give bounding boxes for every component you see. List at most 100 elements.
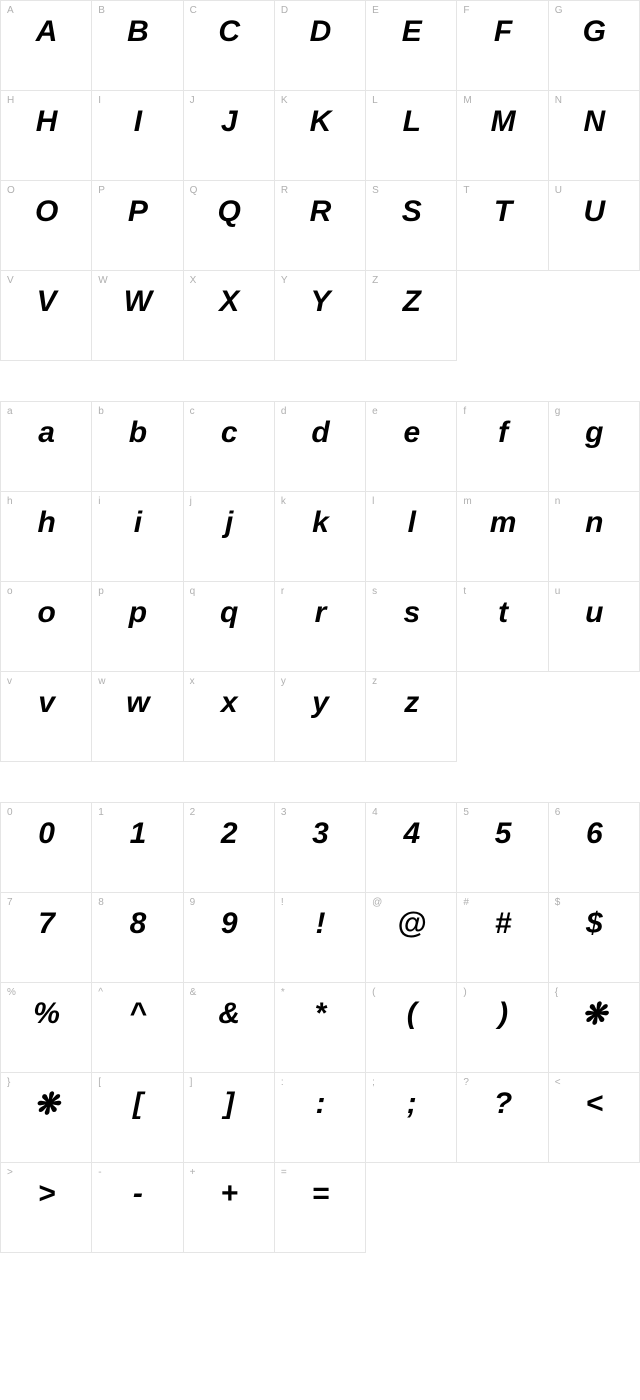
glyph-cell: ++ xyxy=(184,1163,275,1253)
glyph: c xyxy=(184,416,274,450)
glyph: d xyxy=(275,416,365,450)
glyph: I xyxy=(92,105,182,139)
glyph-cell: jj xyxy=(184,492,275,582)
glyph-cell: PP xyxy=(92,181,183,271)
glyph: # xyxy=(457,907,547,941)
glyph-cell: QQ xyxy=(184,181,275,271)
glyph: h xyxy=(1,506,91,540)
glyph: R xyxy=(275,195,365,229)
glyph: X xyxy=(184,285,274,319)
glyph-cell: FF xyxy=(457,1,548,91)
glyph-cell: tt xyxy=(457,582,548,672)
glyph: 0 xyxy=(1,817,91,851)
glyph: r xyxy=(275,596,365,630)
glyph-cell: ww xyxy=(92,672,183,762)
glyph: > xyxy=(1,1177,91,1211)
glyph: & xyxy=(184,997,274,1031)
empty-cell xyxy=(457,672,548,762)
glyph-cell: zz xyxy=(366,672,457,762)
glyph: $ xyxy=(549,907,639,941)
glyph: y xyxy=(275,686,365,720)
glyph-cell: MM xyxy=(457,91,548,181)
glyph-cell: KK xyxy=(275,91,366,181)
glyph-cell: :: xyxy=(275,1073,366,1163)
glyph: 5 xyxy=(457,817,547,851)
glyph-cell: EE xyxy=(366,1,457,91)
glyph-cell: @@ xyxy=(366,893,457,983)
glyph-cell: ii xyxy=(92,492,183,582)
glyph-cell: GG xyxy=(549,1,640,91)
glyph-cell: ?? xyxy=(457,1073,548,1163)
empty-cell xyxy=(366,1163,457,1253)
glyph-cell: BB xyxy=(92,1,183,91)
glyph-cell: II xyxy=(92,91,183,181)
section-lowercase: aabbccddeeffgghhiijjkkllmmnnooppqqrrsstt… xyxy=(0,401,640,762)
glyph-cell: )) xyxy=(457,983,548,1073)
glyph: w xyxy=(92,686,182,720)
glyph: ) xyxy=(457,997,547,1031)
glyph: j xyxy=(184,506,274,540)
glyph-cell: ]] xyxy=(184,1073,275,1163)
glyph: 7 xyxy=(1,907,91,941)
glyph: - xyxy=(92,1177,182,1211)
glyph-cell: ff xyxy=(457,402,548,492)
glyph: 4 xyxy=(366,817,456,851)
glyph-cell: yy xyxy=(275,672,366,762)
glyph-cell: pp xyxy=(92,582,183,672)
glyph-cell: vv xyxy=(1,672,92,762)
glyph-cell: kk xyxy=(275,492,366,582)
empty-cell xyxy=(549,1163,640,1253)
glyph: % xyxy=(1,997,91,1031)
glyph: o xyxy=(1,596,91,630)
glyph-cell: !! xyxy=(275,893,366,983)
glyph-cell: AA xyxy=(1,1,92,91)
glyph-cell: rr xyxy=(275,582,366,672)
empty-cell xyxy=(457,271,548,361)
glyph: + xyxy=(184,1177,274,1211)
glyph: : xyxy=(275,1087,365,1121)
glyph-cell: {❋ xyxy=(549,983,640,1073)
glyph: * xyxy=(275,997,365,1031)
glyph-cell: ** xyxy=(275,983,366,1073)
glyph-cell: qq xyxy=(184,582,275,672)
glyph-cell: 66 xyxy=(549,803,640,893)
glyph: 3 xyxy=(275,817,365,851)
glyph-cell: RR xyxy=(275,181,366,271)
glyph: ❋ xyxy=(549,997,639,1032)
glyph: O xyxy=(1,195,91,229)
glyph: F xyxy=(457,15,547,49)
section-uppercase: AABBCCDDEEFFGGHHIIJJKKLLMMNNOOPPQQRRSSTT… xyxy=(0,0,640,361)
glyph-cell: NN xyxy=(549,91,640,181)
glyph-cell: (( xyxy=(366,983,457,1073)
glyph: s xyxy=(366,596,456,630)
glyph-cell: VV xyxy=(1,271,92,361)
glyph: G xyxy=(549,15,639,49)
glyph-cell: cc xyxy=(184,402,275,492)
glyph-cell: 11 xyxy=(92,803,183,893)
glyph-cell: CC xyxy=(184,1,275,91)
glyph-cell: ss xyxy=(366,582,457,672)
glyph-cell: HH xyxy=(1,91,92,181)
glyph-cell: $$ xyxy=(549,893,640,983)
glyph: M xyxy=(457,105,547,139)
glyph: C xyxy=(184,15,274,49)
glyph: T xyxy=(457,195,547,229)
glyph: V xyxy=(1,285,91,319)
empty-cell xyxy=(457,1163,548,1253)
glyph-cell: && xyxy=(184,983,275,1073)
glyph-cell: }❋ xyxy=(1,1073,92,1163)
glyph: ; xyxy=(366,1087,456,1121)
glyph: E xyxy=(366,15,456,49)
glyph: e xyxy=(366,416,456,450)
glyph-cell: ;; xyxy=(366,1073,457,1163)
section-numbers-symbols: 00112233445566778899!!@@##$$%%^^&&**(())… xyxy=(0,802,640,1253)
glyph-cell: ZZ xyxy=(366,271,457,361)
glyph: m xyxy=(457,506,547,540)
glyph: H xyxy=(1,105,91,139)
glyph: P xyxy=(92,195,182,229)
glyph: g xyxy=(549,416,639,450)
glyph-cell: oo xyxy=(1,582,92,672)
glyph: ! xyxy=(275,907,365,941)
character-map-root: AABBCCDDEEFFGGHHIIJJKKLLMMNNOOPPQQRRSSTT… xyxy=(0,0,640,1253)
glyph: t xyxy=(457,596,547,630)
